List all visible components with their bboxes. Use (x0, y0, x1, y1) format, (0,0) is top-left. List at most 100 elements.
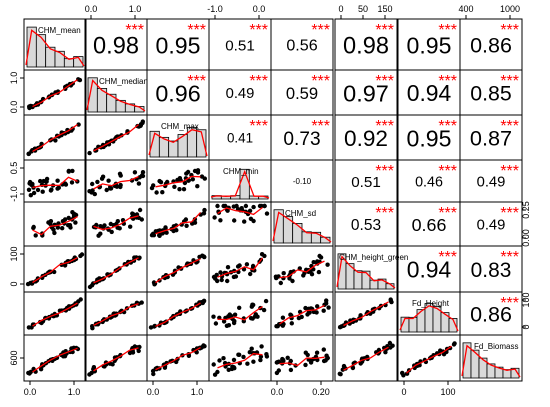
tick-label: 0.25 (521, 201, 531, 219)
significance-stars: *** (375, 205, 394, 222)
fit-line (93, 302, 139, 326)
histogram-bar (168, 140, 179, 158)
panel-frame (334, 334, 398, 382)
panel-2-3: 0.41*** (208, 114, 272, 161)
scatter-point (69, 180, 75, 185)
scatter-point (274, 360, 279, 365)
scatter-point (251, 204, 256, 210)
scatter-point (136, 301, 141, 306)
scatter-point (318, 255, 324, 260)
scatter-point (231, 357, 237, 363)
panel-0-6: 0.95*** (397, 18, 461, 71)
scatter-point (87, 150, 92, 156)
scatter-point (303, 350, 308, 355)
panel-5-7: 0.83*** (459, 245, 523, 293)
fit-line (93, 257, 139, 284)
scatter-point (218, 218, 223, 223)
histogram-bar (408, 316, 418, 333)
panel-3-0 (23, 159, 87, 203)
tick-label: 400 (458, 4, 473, 14)
significance-stars: *** (500, 73, 519, 90)
scatter-point (390, 343, 395, 348)
scatter-point (309, 272, 315, 277)
scatter-point (258, 354, 264, 359)
scatter-point (211, 362, 216, 367)
scatter-point (108, 186, 113, 191)
fit-line (343, 346, 389, 371)
panel-1-1: CHM_median (84, 69, 148, 116)
scatter-point (49, 187, 54, 192)
scatter-point (30, 181, 35, 187)
panel-1-6: 0.94*** (397, 69, 461, 116)
correlation-value: -0.10 (293, 177, 312, 186)
scatter-point (243, 203, 249, 209)
panel-5-0 (23, 245, 87, 293)
tick-label: 1000 (500, 4, 520, 14)
tick-label: 50 (358, 4, 368, 14)
panel-5-1 (84, 245, 148, 293)
panel-2-7: 0.87*** (459, 114, 523, 161)
panel-2-1 (84, 114, 148, 161)
scatter-point (323, 358, 328, 363)
scatter-point (219, 277, 224, 283)
density-curve (272, 211, 332, 243)
panel-4-7: 0.49*** (459, 201, 523, 247)
correlation-value: 0.97 (343, 80, 389, 106)
scatter-point (244, 262, 250, 267)
scatter-point (324, 353, 329, 358)
tick-label: 150 (377, 4, 392, 14)
density-curve (461, 344, 521, 378)
significance-stars: *** (375, 22, 394, 39)
correlation-value: 0.94 (407, 80, 452, 106)
variable-label: CHM_sd (285, 209, 316, 218)
tick-label: 0.5 (9, 162, 19, 175)
scatter-point (276, 368, 281, 373)
significance-stars: *** (438, 205, 457, 222)
panel-4-1 (84, 201, 148, 247)
scatter-point (40, 189, 45, 194)
scatter-point (245, 361, 250, 366)
panel-7-7: Fd_Biomass (459, 334, 523, 382)
scatter-point (98, 231, 103, 236)
scatter-point (262, 203, 267, 209)
correlation-value: 0.96 (155, 80, 200, 106)
panel-3-3: CHM_min (208, 159, 272, 203)
scatter-point (174, 228, 179, 233)
histogram-bar (361, 270, 371, 290)
histogram-bar (292, 223, 303, 244)
scatter-point (303, 362, 308, 368)
fit-line (93, 347, 139, 372)
scatter-point (150, 368, 156, 374)
correlation-value: 0.66 (412, 215, 447, 235)
panel-4-0 (23, 201, 87, 247)
panel-frame (208, 291, 272, 336)
panel-6-4 (270, 291, 334, 336)
scatter-point (211, 314, 216, 319)
scatter-point (285, 355, 290, 360)
scatter-point (44, 176, 50, 182)
histogram-bar (73, 56, 84, 68)
panel-0-3: 0.51*** (208, 18, 272, 71)
fit-line (32, 347, 78, 373)
scatter-point (160, 190, 165, 195)
scatter-point (195, 168, 201, 173)
panel-5-5: CHM_height_green (334, 245, 408, 293)
scatter-point (236, 352, 241, 357)
scatter-point (232, 312, 238, 317)
scatter-point (66, 223, 71, 228)
panel-6-7: 0.86*** (459, 291, 523, 336)
density-curve (336, 255, 396, 289)
scatter-point (25, 281, 31, 287)
tick-label: 100 (521, 292, 531, 307)
tick-label: 0 (521, 324, 531, 329)
tick-label: 1.0 (129, 4, 142, 14)
scatter-point (149, 185, 155, 191)
variable-label: CHM_height_green (339, 253, 408, 262)
scatter-point (177, 176, 183, 181)
variable-label: CHM_min (223, 167, 259, 176)
correlation-value: 0.73 (283, 129, 320, 150)
scatter-point (76, 122, 81, 127)
scatter-point (202, 207, 207, 213)
histogram-bar (106, 93, 117, 113)
density-curve (25, 29, 85, 67)
